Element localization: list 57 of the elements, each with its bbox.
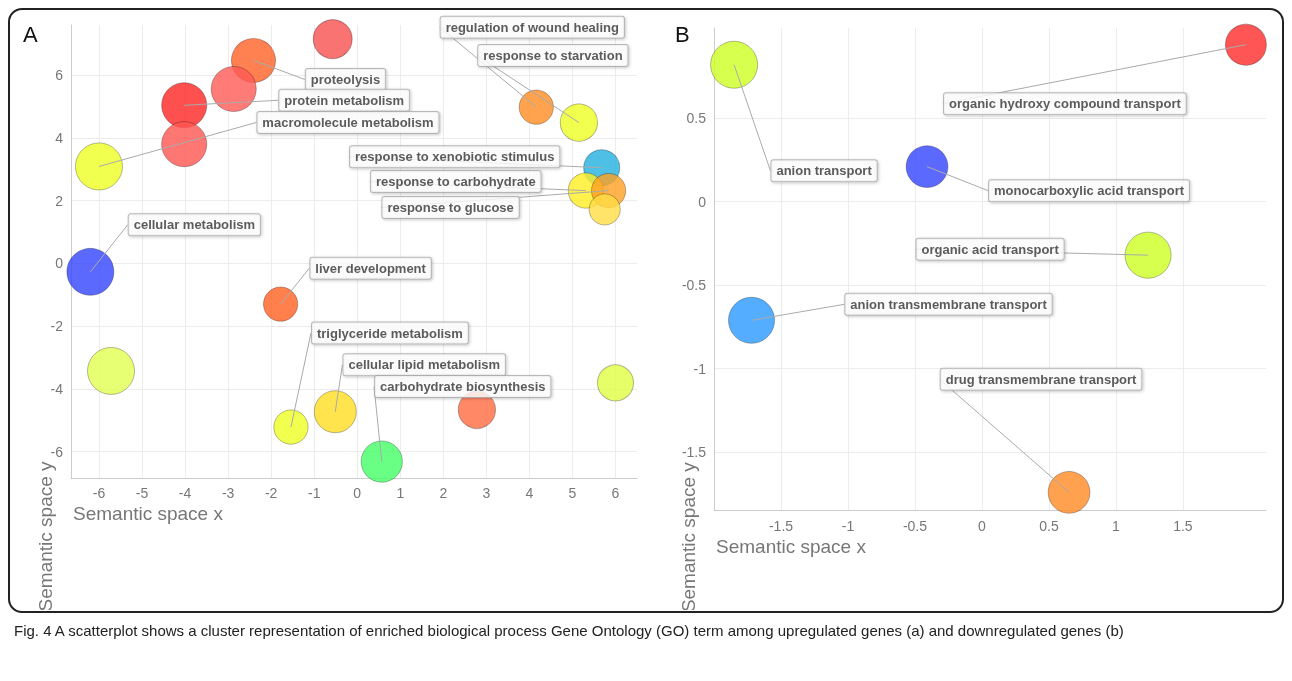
x-tick-label: -1.5 xyxy=(768,517,794,534)
y-axis-title: Semantic space y xyxy=(35,460,56,612)
x-axis-title: Semantic space x xyxy=(73,503,224,525)
annotation: proteolysis xyxy=(310,71,381,87)
x-tick-label: -1 xyxy=(841,517,855,534)
y-tick-label: 4 xyxy=(55,129,64,146)
annotation: response to xenobiotic stimulus xyxy=(355,149,555,165)
x-tick-label: 3 xyxy=(482,485,491,502)
y-tick-label: -4 xyxy=(50,380,64,397)
annotation: protein metabolism xyxy=(284,92,405,108)
x-tick-label: -0.5 xyxy=(902,517,928,534)
x-tick-label: 1 xyxy=(1112,517,1121,534)
annotation: macromolecule metabolism xyxy=(262,114,434,130)
x-tick-label: -4 xyxy=(178,485,192,502)
x-tick-label: -1 xyxy=(307,485,321,502)
annotation: organic acid transport xyxy=(921,241,1060,257)
annotation: carbohydrate biosynthesis xyxy=(380,379,546,395)
x-tick-label: -3 xyxy=(221,485,235,502)
annotation: drug transmembrane transport xyxy=(945,371,1138,387)
x-tick-label: 0 xyxy=(353,485,362,502)
annotation: anion transmembrane transport xyxy=(850,296,1048,312)
x-tick-label: 1 xyxy=(396,485,405,502)
y-tick-label: -6 xyxy=(50,443,64,460)
y-tick-label: 0 xyxy=(55,255,64,272)
x-tick-label: 1.5 xyxy=(1173,517,1193,534)
x-axis-title: Semantic space x xyxy=(716,535,867,557)
y-tick-label: -1 xyxy=(693,360,707,377)
annotation: triglyceride metabolism xyxy=(316,325,463,341)
y-tick-label: 0 xyxy=(698,193,707,210)
annotation: cellular lipid metabolism xyxy=(348,357,501,373)
x-tick-label: 6 xyxy=(611,485,620,502)
annotation: response to carbohydrate xyxy=(375,174,536,190)
annotation: anion transport xyxy=(776,163,873,179)
x-tick-label: 4 xyxy=(525,485,534,502)
x-tick-label: -2 xyxy=(264,485,278,502)
annotation: cellular metabolism xyxy=(133,217,256,233)
chart-title: A xyxy=(23,21,38,47)
y-tick-label: 0.5 xyxy=(686,110,707,127)
y-tick-label: 6 xyxy=(55,67,64,84)
x-tick-label: -5 xyxy=(135,485,149,502)
x-tick-label: 0 xyxy=(978,517,987,534)
annotation: monocarboxylic acid transport xyxy=(994,183,1185,199)
chart-title: B xyxy=(675,21,690,47)
x-tick-label: -6 xyxy=(92,485,106,502)
y-tick-label: -0.5 xyxy=(681,277,707,294)
annotation: regulation of wound healing xyxy=(445,19,619,35)
x-tick-label: 5 xyxy=(568,485,577,502)
annotation: response to glucose xyxy=(387,200,514,216)
y-tick-label: -1.5 xyxy=(681,444,707,461)
annotation: organic hydroxy compound transport xyxy=(948,96,1182,112)
annotation: response to starvation xyxy=(483,48,623,64)
y-tick-label: 2 xyxy=(55,192,64,209)
annotation: liver development xyxy=(315,260,427,276)
caption: Fig. 4 A scatterplot shows a cluster representation of enriched biological process Gene Ontology (GO) term among upregulated genes (a) and downregulated genes (b) xyxy=(14,621,1125,641)
x-tick-label: 2 xyxy=(439,485,448,502)
y-tick-label: -2 xyxy=(50,318,64,335)
x-tick-label: 0.5 xyxy=(1039,517,1059,534)
